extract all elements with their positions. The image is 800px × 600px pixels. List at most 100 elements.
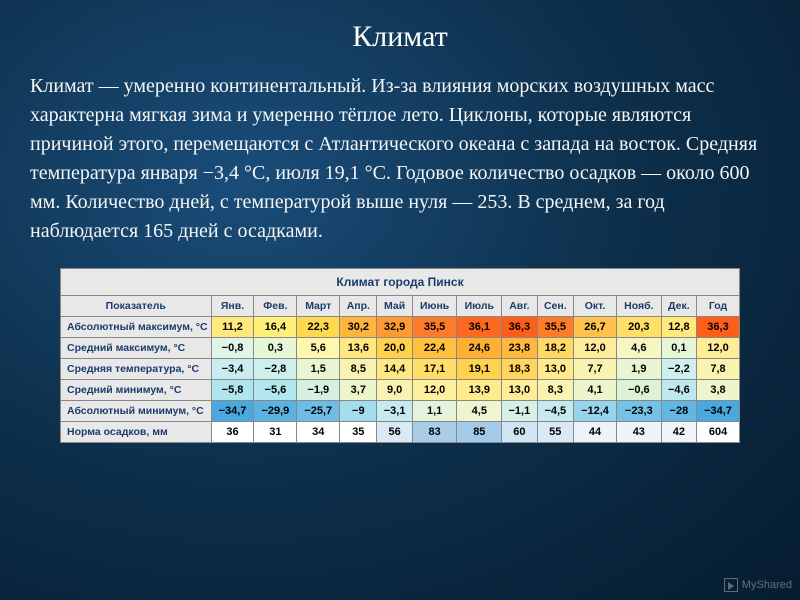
col-header-month: Июль [457,296,502,317]
watermark-text: МуShared [742,579,792,591]
play-icon [724,578,738,592]
data-cell: 4,5 [457,401,502,422]
table-row: Абсолютный максимум, °C11,216,422,330,23… [61,317,740,338]
table-row: Абсолютный минимум, °C−34,7−29,9−25,7−9−… [61,401,740,422]
data-cell: 12,0 [697,338,740,359]
data-cell: 35,5 [537,317,574,338]
col-header-month: Авг. [502,296,537,317]
col-header-month: Июнь [412,296,457,317]
data-cell: 12,0 [412,380,457,401]
data-cell: −29,9 [254,401,297,422]
col-header-month: Дек. [661,296,696,317]
data-cell: 44 [574,422,617,443]
col-header-month: Март [297,296,340,317]
data-cell: −25,7 [297,401,340,422]
data-cell: 3,7 [340,380,377,401]
data-cell: −28 [661,401,696,422]
data-cell: −1,1 [502,401,537,422]
table-row: Средняя температура, °C−3,4−2,81,58,514,… [61,359,740,380]
col-header-month: Апр. [340,296,377,317]
data-cell: 3,8 [697,380,740,401]
data-cell: −9 [340,401,377,422]
data-cell: −4,5 [537,401,574,422]
col-header-month: Янв. [211,296,254,317]
data-cell: 0,3 [254,338,297,359]
data-cell: 83 [412,422,457,443]
row-header: Средняя температура, °C [61,359,212,380]
data-cell: −2,2 [661,359,696,380]
data-cell: 43 [616,422,661,443]
col-header-month: Окт. [574,296,617,317]
row-header: Средний минимум, °C [61,380,212,401]
data-cell: 0,1 [661,338,696,359]
data-cell: 36,3 [697,317,740,338]
data-cell: 31 [254,422,297,443]
data-cell: 36,3 [502,317,537,338]
data-cell: −4,6 [661,380,696,401]
data-cell: −0,6 [616,380,661,401]
col-header-indicator: Показатель [61,296,212,317]
data-cell: −34,7 [211,401,254,422]
data-cell: 4,1 [574,380,617,401]
row-header: Абсолютный максимум, °C [61,317,212,338]
data-cell: 18,3 [502,359,537,380]
data-cell: 34 [297,422,340,443]
col-header-month: Фев. [254,296,297,317]
data-cell: 32,9 [377,317,412,338]
data-cell: 5,6 [297,338,340,359]
table-header-row: ПоказательЯнв.Фев.МартАпр.МайИюньИюльАвг… [61,296,740,317]
table-row: Средний минимум, °C−5,8−5,6−1,93,79,012,… [61,380,740,401]
slide-paragraph: Климат — умеренно континентальный. Из-за… [30,72,770,246]
data-cell: 24,6 [457,338,502,359]
data-cell: 55 [537,422,574,443]
data-cell: 16,4 [254,317,297,338]
data-cell: −0,8 [211,338,254,359]
data-cell: 4,6 [616,338,661,359]
col-header-month: Год [697,296,740,317]
row-header: Норма осадков, мм [61,422,212,443]
slide-title: Климат [30,20,770,54]
data-cell: 56 [377,422,412,443]
data-cell: −12,4 [574,401,617,422]
data-cell: 35 [340,422,377,443]
data-cell: 7,8 [697,359,740,380]
data-cell: 8,3 [537,380,574,401]
data-cell: 604 [697,422,740,443]
data-cell: 7,7 [574,359,617,380]
data-cell: 36 [211,422,254,443]
data-cell: 17,1 [412,359,457,380]
data-cell: −3,1 [377,401,412,422]
table-caption: Климат города Пинск [61,269,740,296]
col-header-month: Нояб. [616,296,661,317]
data-cell: 22,3 [297,317,340,338]
data-cell: −2,8 [254,359,297,380]
data-cell: 20,3 [616,317,661,338]
data-cell: 19,1 [457,359,502,380]
data-cell: 18,2 [537,338,574,359]
watermark: МуShared [724,578,792,592]
data-cell: 23,8 [502,338,537,359]
data-cell: −1,9 [297,380,340,401]
data-cell: 13,0 [502,380,537,401]
data-cell: 42 [661,422,696,443]
data-cell: 20,0 [377,338,412,359]
row-header: Средний максимум, °C [61,338,212,359]
data-cell: 1,1 [412,401,457,422]
data-cell: 12,8 [661,317,696,338]
table-row: Средний максимум, °C−0,80,35,613,620,022… [61,338,740,359]
data-cell: 60 [502,422,537,443]
data-cell: 13,0 [537,359,574,380]
data-cell: 22,4 [412,338,457,359]
slide-content: Климат Климат — умеренно континентальный… [0,0,800,463]
data-cell: 12,0 [574,338,617,359]
row-header: Абсолютный минимум, °C [61,401,212,422]
col-header-month: Май [377,296,412,317]
data-cell: 13,9 [457,380,502,401]
data-cell: 1,5 [297,359,340,380]
table-body: Абсолютный максимум, °C11,216,422,330,23… [61,317,740,443]
data-cell: 85 [457,422,502,443]
data-cell: 36,1 [457,317,502,338]
data-cell: 35,5 [412,317,457,338]
data-cell: 1,9 [616,359,661,380]
data-cell: 26,7 [574,317,617,338]
